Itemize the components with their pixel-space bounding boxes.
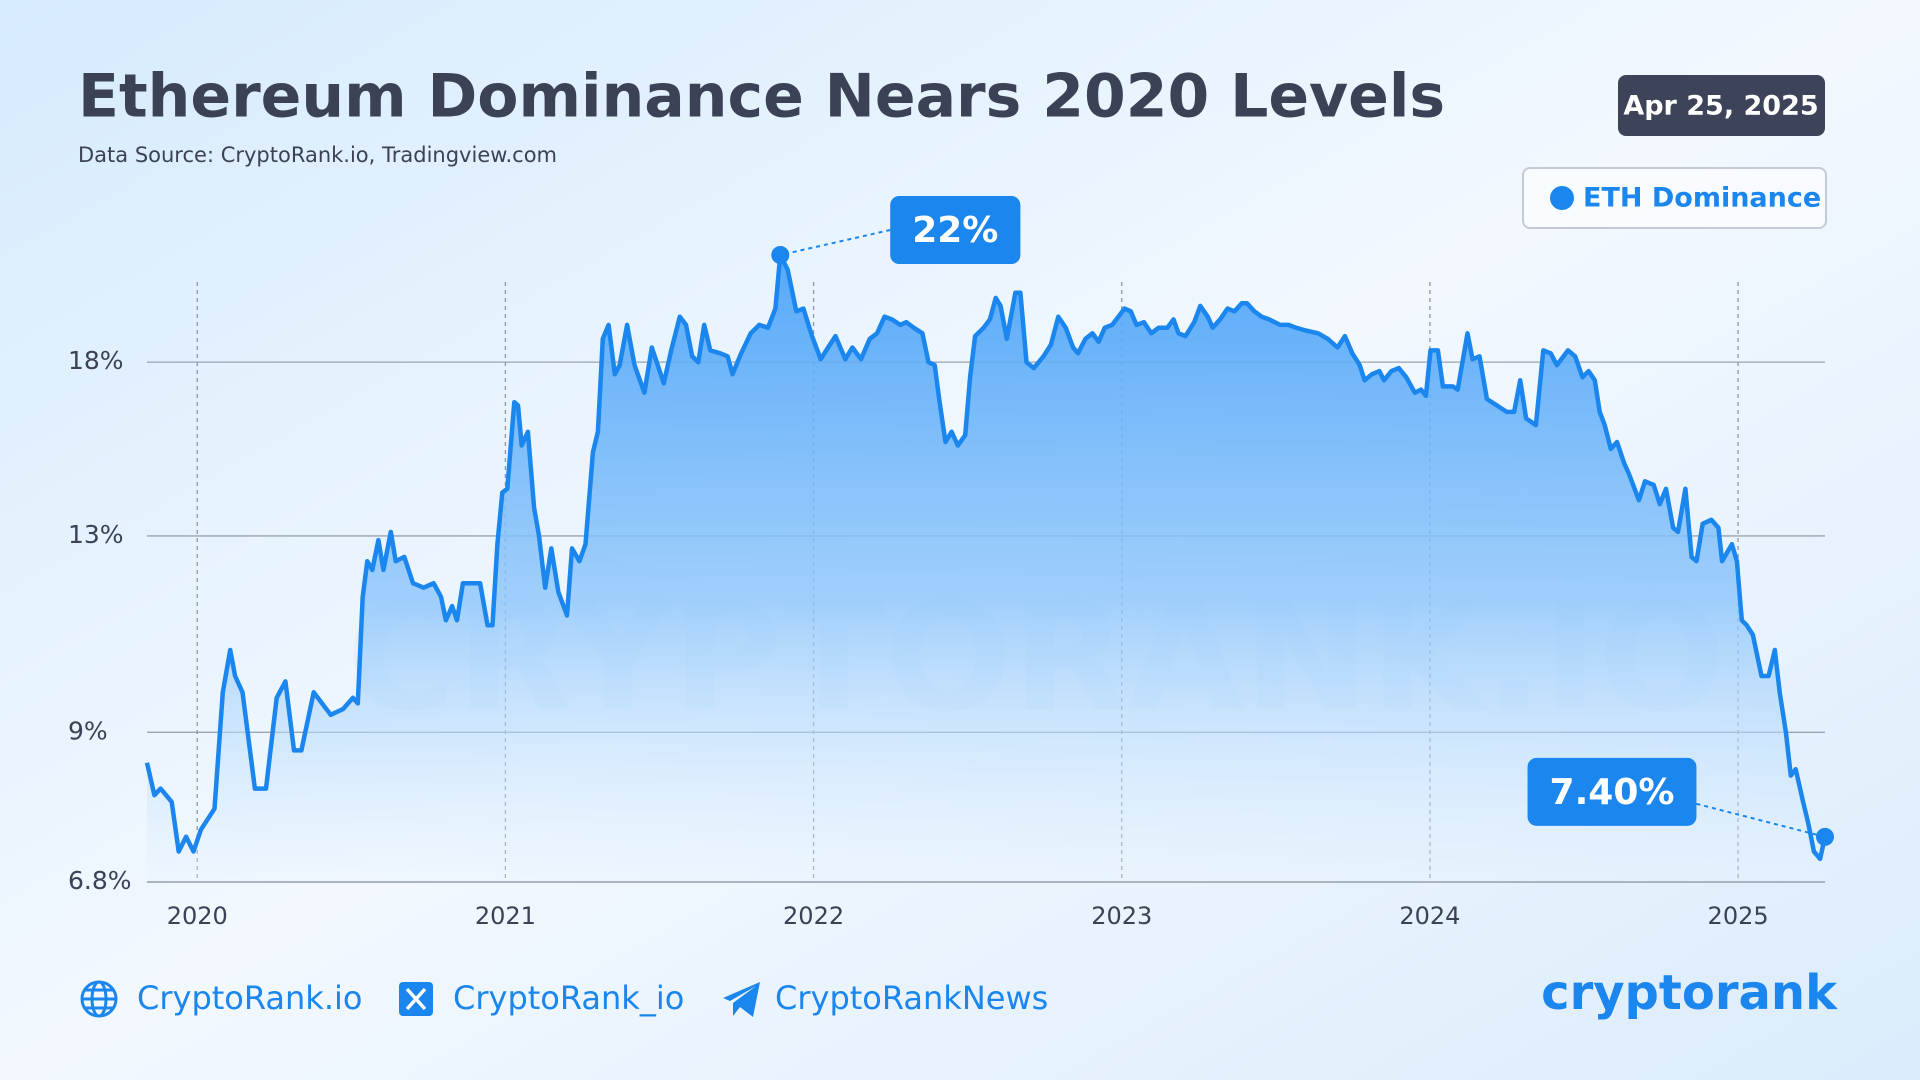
- annotation-leader: [780, 229, 891, 256]
- telegram-link[interactable]: CryptoRankNews: [775, 979, 1048, 1017]
- subtitle: Data Source: CryptoRank.io, Tradingview.…: [78, 143, 557, 167]
- annotation-box: [890, 196, 1021, 264]
- y-tick-label: 18%: [68, 346, 124, 375]
- annotation-box: [1527, 757, 1697, 826]
- y-tick-label: 9%: [68, 716, 108, 745]
- x-icon: [399, 982, 433, 1016]
- chart-title: Ethereum Dominance Nears 2020 Levels: [78, 62, 1445, 132]
- legend-marker: [1550, 186, 1574, 210]
- footer: CryptoRank.io CryptoRank_io CryptoRankNe…: [80, 965, 1838, 1021]
- telegram-icon: [723, 982, 760, 1017]
- x-tick-label: 2023: [1091, 902, 1152, 930]
- website-link[interactable]: CryptoRank.io: [137, 979, 362, 1017]
- annotation-point: [1816, 827, 1834, 846]
- annotation-point: [771, 246, 790, 264]
- annotation-label: 7.40%: [1550, 772, 1675, 813]
- y-tick-label: 6.8%: [68, 866, 132, 895]
- annotation: 7.40%: [1527, 757, 1834, 846]
- x-tick-label: 2022: [783, 902, 844, 930]
- annotation-leader: [1696, 802, 1826, 838]
- area: [147, 255, 1825, 882]
- legend: ETH Dominance: [1522, 167, 1827, 229]
- globe-icon: [80, 980, 118, 1018]
- logo: cryptorank: [1541, 965, 1838, 1021]
- x-tick-label: 2021: [475, 902, 536, 930]
- plot: CRYPTORANK.IO6.8%9%13%18%202020212022202…: [68, 196, 1834, 930]
- x-link[interactable]: CryptoRank_io: [453, 979, 684, 1017]
- date-badge: [1618, 75, 1825, 136]
- date: Apr 25, 2025: [1623, 91, 1818, 122]
- y-tick-label: 13%: [68, 520, 124, 549]
- annotation: 22%: [771, 196, 1021, 264]
- x-tick-label: 2024: [1399, 902, 1460, 930]
- legend-label: ETH Dominance: [1583, 183, 1821, 214]
- legend-box: [1522, 167, 1827, 229]
- annotation-label: 22%: [912, 210, 998, 251]
- x-tick-label: 2020: [167, 902, 228, 930]
- line: [144, 252, 1828, 862]
- x-tick-label: 2025: [1708, 902, 1769, 930]
